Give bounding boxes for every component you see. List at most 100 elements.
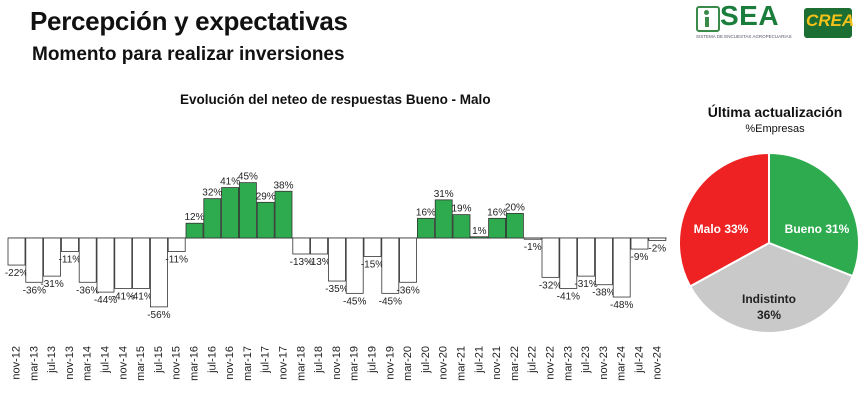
bar-mar-16 (185, 222, 204, 239)
data-label-nov-18: -35% (325, 284, 348, 295)
data-label-nov-24: -2% (648, 243, 666, 254)
bar-nov-12 (7, 237, 26, 266)
bar-jul-22 (523, 237, 542, 240)
bar-jul-13 (43, 237, 61, 277)
sea-logo-tagline: SISTEMA DE ENCUESTAS AGROPECUARIAS (696, 34, 792, 39)
bar-jul-17 (256, 201, 275, 239)
x-tick-label: nov-16 (224, 346, 236, 380)
x-tick-label: jul-22 (527, 346, 539, 374)
bar-jul-21 (470, 236, 489, 239)
data-label-mar-18: -13% (290, 257, 313, 268)
data-label-nov-16: 41% (220, 177, 240, 188)
bar-nov-16 (221, 187, 240, 239)
x-tick-label: nov-24 (651, 346, 663, 380)
bar-chart: -22% nov-12 -36% mar-13 -31% jul-13 -11% nov-13… (5, 172, 667, 381)
x-tick-label: mar-21 (456, 346, 468, 381)
x-tick-label: nov-20 (438, 346, 450, 380)
data-label-jul-21: 1% (472, 226, 487, 237)
x-tick-label: nov-13 (64, 346, 76, 380)
bar-mar-18 (292, 237, 311, 255)
data-label-jul-24: -9% (631, 252, 649, 263)
data-label-jul-17: 29% (256, 191, 276, 202)
data-label-mar-23: -41% (557, 291, 580, 302)
info-icon (696, 6, 720, 32)
x-tick-label: jul-17 (260, 346, 272, 374)
bar-nov-19 (381, 237, 400, 294)
bar-jul-23 (577, 237, 595, 277)
data-label-nov-19: -45% (379, 296, 402, 307)
pie-chart-title: Última actualización (707, 104, 843, 120)
x-tick-label: mar-20 (402, 346, 414, 381)
x-tick-label: mar-17 (242, 346, 254, 381)
x-tick-label: jul-19 (367, 346, 379, 374)
data-label-nov-15: -11% (165, 255, 188, 266)
bar-mar-17 (238, 182, 257, 239)
data-label-nov-21: 16% (487, 207, 507, 218)
data-label-nov-22: -32% (539, 280, 562, 291)
x-tick-label: jul-23 (580, 346, 592, 374)
bar-mar-22 (505, 212, 524, 239)
data-label-mar-13: -36% (23, 285, 46, 296)
bar-mar-13 (25, 237, 44, 283)
x-tick-label: nov-22 (545, 346, 557, 380)
pie-label-bueno: Bueno 31% (785, 222, 850, 236)
x-tick-label: mar-14 (82, 346, 94, 381)
x-tick-label: jul-18 (313, 346, 325, 374)
data-label-jul-14: -44% (94, 295, 117, 306)
x-tick-label: nov-12 (11, 346, 23, 380)
x-tick-label: mar-19 (349, 346, 361, 381)
data-label-nov-23: -38% (592, 288, 615, 299)
x-tick-label: jul-15 (153, 346, 165, 374)
data-label-mar-21: 19% (451, 204, 471, 215)
x-tick-label: jul-20 (420, 346, 432, 374)
x-tick-label: mar-23 (562, 346, 574, 381)
bar-nov-17 (274, 190, 293, 239)
bar-jul-14 (96, 237, 115, 293)
x-tick-label: nov-19 (384, 346, 396, 380)
x-tick-label: mar-16 (189, 346, 201, 381)
bar-nov-13 (61, 237, 79, 252)
data-label-nov-12: -22% (5, 268, 28, 279)
data-label-jul-13: -31% (40, 279, 63, 290)
data-label-nov-14: -41% (112, 291, 135, 302)
data-label-jul-22: -1% (524, 242, 542, 253)
bar-mar-23 (559, 237, 578, 289)
bar-nov-23 (595, 237, 613, 286)
data-label-jul-19: -15% (361, 259, 384, 270)
bar-mar-15 (132, 237, 151, 289)
pie-label-indistinto: Indistinto (742, 292, 796, 306)
data-label-nov-20: 31% (434, 189, 454, 200)
pie-slice-bueno (768, 151, 860, 278)
x-tick-label: nov-18 (331, 346, 343, 380)
data-label-jul-23: -31% (574, 279, 597, 290)
bar-jul-15 (149, 237, 168, 308)
bar-mar-21 (452, 214, 471, 239)
bar-nov-15 (167, 237, 186, 252)
x-tick-label: mar-13 (28, 346, 40, 381)
page-subtitle: Momento para realizar inversiones (32, 44, 345, 65)
bar-jul-20 (416, 217, 435, 239)
x-tick-label: mar-24 (616, 346, 628, 381)
pie-label-malo: Malo 33% (694, 222, 749, 236)
bar-mar-19 (345, 237, 364, 294)
data-label-mar-24: -48% (610, 300, 633, 311)
bar-nov-20 (434, 199, 453, 239)
data-label-mar-20: -36% (396, 285, 419, 296)
bar-mar-14 (78, 237, 97, 283)
data-label-mar-22: 20% (505, 202, 525, 213)
bar-mar-20 (399, 237, 418, 283)
bar-nov-21 (488, 217, 507, 239)
x-tick-label: jul-24 (634, 346, 646, 374)
data-label-jul-18: -13% (307, 257, 330, 268)
data-label-mar-15: -41% (129, 291, 152, 302)
x-tick-label: nov-14 (117, 346, 129, 380)
x-tick-label: nov-17 (278, 346, 290, 380)
x-tick-label: jul-14 (100, 346, 112, 374)
data-label-jul-15: -56% (147, 310, 170, 321)
bar-jul-16 (203, 198, 222, 239)
x-tick-label: nov-15 (171, 346, 183, 380)
bar-chart-title: Evolución del neteo de respuestas Bueno … (180, 92, 491, 107)
sea-logo-text: SEA (720, 0, 780, 31)
data-label-jul-20: 16% (416, 207, 436, 218)
bar-jul-19 (363, 237, 382, 257)
